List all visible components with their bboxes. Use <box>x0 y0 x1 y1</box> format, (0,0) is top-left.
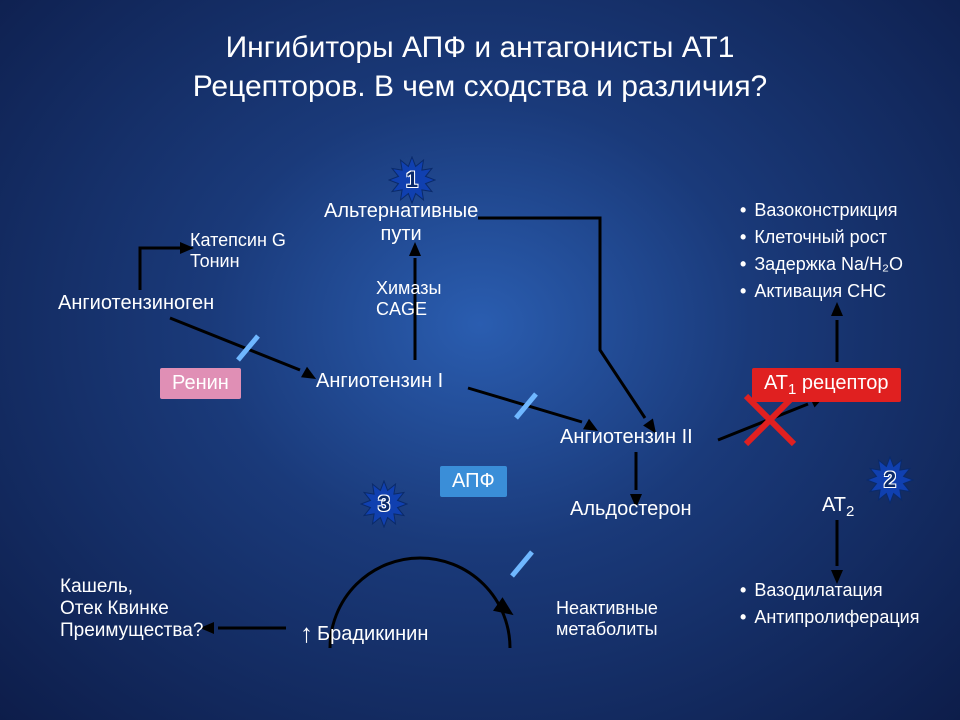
cough-l1: Кашель, <box>60 576 133 597</box>
cathepsin-l2: Тонин <box>190 251 240 271</box>
node-angiotensin-2: Ангиотензин II <box>560 426 693 449</box>
up-arrow-icon: ↑ <box>300 618 313 649</box>
star-1: 1 <box>388 156 436 204</box>
badge-at1-receptor: АТ1 рецептор <box>752 368 901 402</box>
node-bradykinin: ↑Брадикинин <box>300 618 428 649</box>
at2-label: АТ <box>822 494 846 516</box>
title-line1: Ингибиторы АПФ и антагонисты АТ1 <box>226 31 735 64</box>
cathepsin-l1: Катепсин G <box>190 230 286 250</box>
star-2-num: 2 <box>884 467 896 493</box>
node-at2: АТ2 <box>822 494 854 520</box>
title-line2: Рецепторов. В чем сходства и различия? <box>193 70 768 103</box>
metab-l2: метаболиты <box>556 619 658 639</box>
node-aldosterone: Альдостерон <box>570 498 692 521</box>
star-3-num: 3 <box>378 491 390 517</box>
at2-sub: 2 <box>846 503 854 520</box>
bullet-item: Задержка Na/H₂O <box>740 254 903 275</box>
bullet-item: Антипролиферация <box>740 607 919 628</box>
cough-l3: Преимущества? <box>60 620 203 641</box>
node-angiotensin-1: Ангиотензин I <box>316 370 443 393</box>
star-1-num: 1 <box>406 167 418 193</box>
badge-apf: АПФ <box>440 466 507 497</box>
bradykinin-label: Брадикинин <box>317 623 428 645</box>
chimase-l2: CAGE <box>376 299 427 319</box>
badge-renin: Ренин <box>160 368 241 399</box>
bullet-item: Вазодилатация <box>740 580 919 601</box>
chimase-l1: Химазы <box>376 278 441 298</box>
node-chimase: Химазы CAGE <box>376 278 441 320</box>
node-metabolites: Неактивные метаболиты <box>556 598 658 640</box>
altpaths-l2: пути <box>381 223 422 245</box>
star-3: 3 <box>360 480 408 528</box>
node-cough: Кашель, Отек Квинке Преимущества? <box>60 576 203 642</box>
bullet-item: Клеточный рост <box>740 227 903 248</box>
bullets-bottom: Вазодилатация Антипролиферация <box>740 580 919 634</box>
page-title: Ингибиторы АПФ и антагонисты АТ1 Рецепто… <box>0 28 960 106</box>
star-2: 2 <box>866 456 914 504</box>
at1r-tail: рецептор <box>796 372 888 394</box>
node-cathepsin: Катепсин G Тонин <box>190 230 286 272</box>
bullet-item: Вазоконстрикция <box>740 200 903 221</box>
node-alt-paths: Альтернативные пути <box>324 200 478 246</box>
bullets-top: Вазоконстрикция Клеточный рост Задержка Na… <box>740 200 903 308</box>
node-angiotensinogen: Ангиотензиноген <box>58 292 214 315</box>
bullet-item: Активация СНС <box>740 281 903 302</box>
cough-l2: Отек Квинке <box>60 598 169 619</box>
altpaths-l1: Альтернативные <box>324 200 478 222</box>
at1r-label: АТ <box>764 372 788 394</box>
metab-l1: Неактивные <box>556 598 658 618</box>
